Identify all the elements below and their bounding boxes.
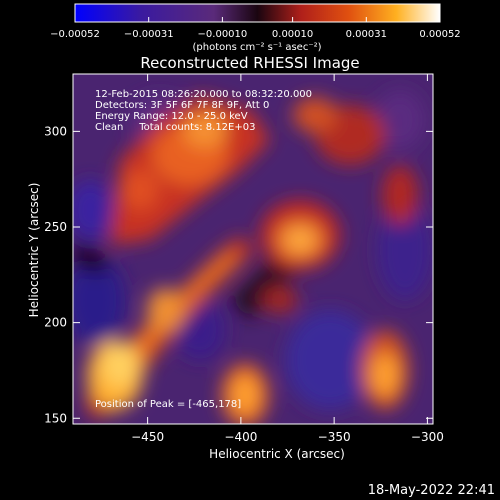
x-tick-label: −450 <box>131 430 164 444</box>
y-axis-ticks: 150 200 250 300 <box>44 124 433 425</box>
y-tick-label: 150 <box>44 411 67 425</box>
x-tick-label: −350 <box>318 430 351 444</box>
x-axis-label: Heliocentric X (arcsec) <box>209 447 345 461</box>
annotation-time-range: 12-Feb-2015 08:26:20.000 to 08:32:20.000 <box>95 89 312 100</box>
y-axis-label: Heliocentric Y (arcsec) <box>27 183 41 318</box>
x-tick-label: −300 <box>411 430 444 444</box>
annotation-detectors: Detectors: 3F 5F 6F 7F 8F 9F, Att 0 <box>95 100 269 111</box>
y-tick-label: 300 <box>44 124 67 138</box>
chart-title: Reconstructed RHESSI Image <box>140 54 359 72</box>
colorbar-tick-label: 0.00010 <box>272 29 313 40</box>
annotation-clean-counts: Clean Total counts: 8.12E+03 <box>95 122 255 133</box>
colorbar-tick-label: −0.00052 <box>50 29 100 40</box>
colorbar-tick-label: −0.00031 <box>124 29 174 40</box>
y-tick-label: 250 <box>44 220 67 234</box>
peak-position-label: Position of Peak = [-465,178] <box>95 399 241 410</box>
colorbar-tick-label: 0.00052 <box>419 29 460 40</box>
colorbar <box>74 3 441 23</box>
heatmap-image <box>73 74 433 424</box>
footer-timestamp: 18-May-2022 22:41 <box>368 483 495 498</box>
colorbar-tick-label: 0.00031 <box>346 29 387 40</box>
annotation-energy-range: Energy Range: 12.0 - 25.0 keV <box>95 111 248 122</box>
y-tick-label: 200 <box>44 316 67 330</box>
plot-frame <box>72 73 434 425</box>
x-tick-label: −400 <box>224 430 257 444</box>
colorbar-units-label: (photons cm⁻² s⁻¹ asec⁻²) <box>192 42 321 53</box>
colorbar-tick-label: −0.00010 <box>198 29 248 40</box>
x-axis-ticks: −450 −400 −350 −300 <box>131 74 444 444</box>
colorbar-ticks: −0.00052 −0.00031 −0.00010 0.00010 0.00031 0.… <box>50 17 461 40</box>
